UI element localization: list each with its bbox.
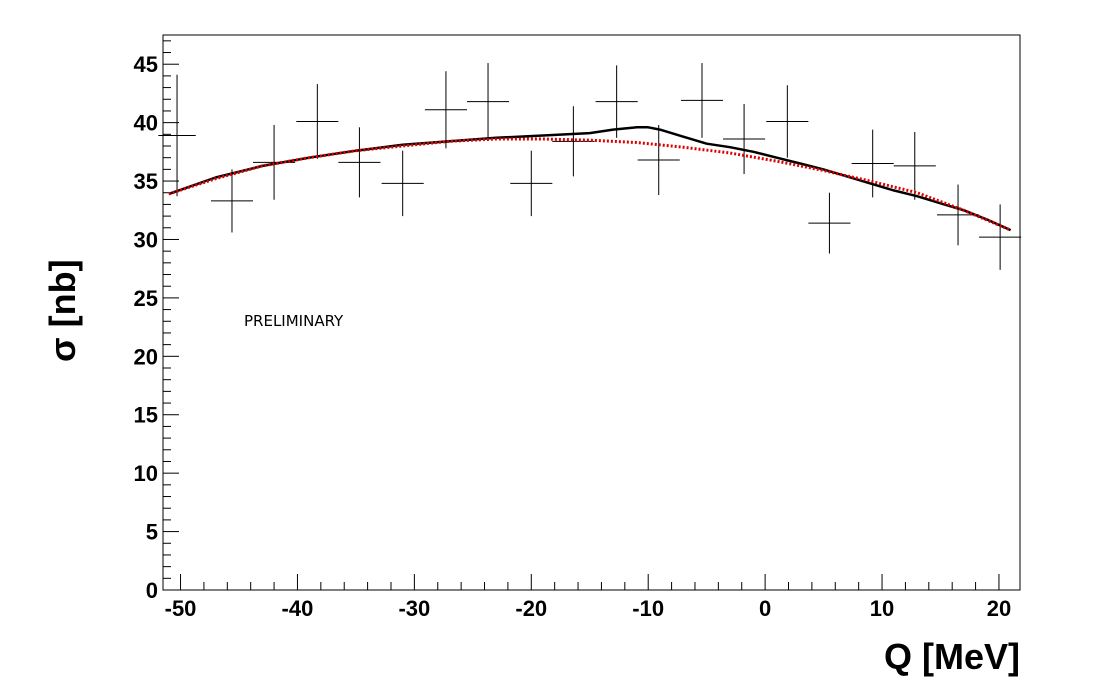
y-axis-tick-labels: 0 5 10 15 20 25 30 35 40 45 — [134, 52, 158, 603]
y-tick-label: 20 — [134, 344, 158, 369]
x-axis-ticks — [180, 574, 1000, 590]
y-tick-label: 45 — [134, 52, 158, 77]
x-tick-label: -50 — [165, 596, 197, 621]
background-fit-curve — [168, 137, 1012, 232]
x-tick-label: -20 — [515, 596, 547, 621]
data-point — [158, 74, 196, 197]
data-point — [296, 84, 339, 159]
y-tick-label: 15 — [134, 403, 158, 428]
data-point — [979, 204, 1022, 270]
data-point — [595, 65, 638, 138]
x-tick-label: 0 — [759, 596, 771, 621]
y-tick-label: 30 — [134, 227, 158, 252]
y-tick-label: 0 — [146, 578, 158, 603]
data-point — [766, 85, 809, 158]
preliminary-annotation: PRELIMINARY — [244, 312, 344, 330]
chart-series — [158, 63, 1022, 270]
data-points — [158, 63, 1022, 270]
y-tick-label: 25 — [134, 286, 158, 311]
data-point — [210, 169, 254, 233]
y-tick-label: 10 — [134, 461, 158, 486]
data-point — [723, 103, 766, 175]
data-point — [808, 192, 851, 254]
y-tick-label: 35 — [134, 169, 158, 194]
plot-frame — [162, 34, 1021, 591]
x-axis-tick-labels: -50 -40 -30 -20 -10 0 10 20 — [165, 596, 1012, 621]
x-tick-label: 20 — [987, 596, 1011, 621]
data-point — [851, 129, 894, 198]
x-axis-title: Q [MeV] — [884, 636, 1020, 677]
y-tick-label: 5 — [146, 520, 158, 545]
data-point — [424, 71, 467, 149]
data-point — [381, 150, 424, 217]
data-point — [637, 124, 680, 196]
data-point — [338, 127, 381, 198]
data-point — [466, 63, 510, 141]
data-point — [510, 150, 553, 217]
data-point — [893, 131, 936, 200]
x-tick-label: -10 — [632, 596, 664, 621]
x-tick-label: -40 — [282, 596, 314, 621]
data-point — [936, 184, 980, 246]
x-tick-label: 10 — [870, 596, 894, 621]
x-tick-label: -30 — [398, 596, 430, 621]
y-tick-label: 40 — [134, 111, 158, 136]
y-axis-ticks — [163, 40, 179, 591]
y-axis-title: σ [nb] — [42, 259, 83, 362]
total-fit-curve — [168, 126, 1012, 232]
data-point — [680, 63, 724, 138]
